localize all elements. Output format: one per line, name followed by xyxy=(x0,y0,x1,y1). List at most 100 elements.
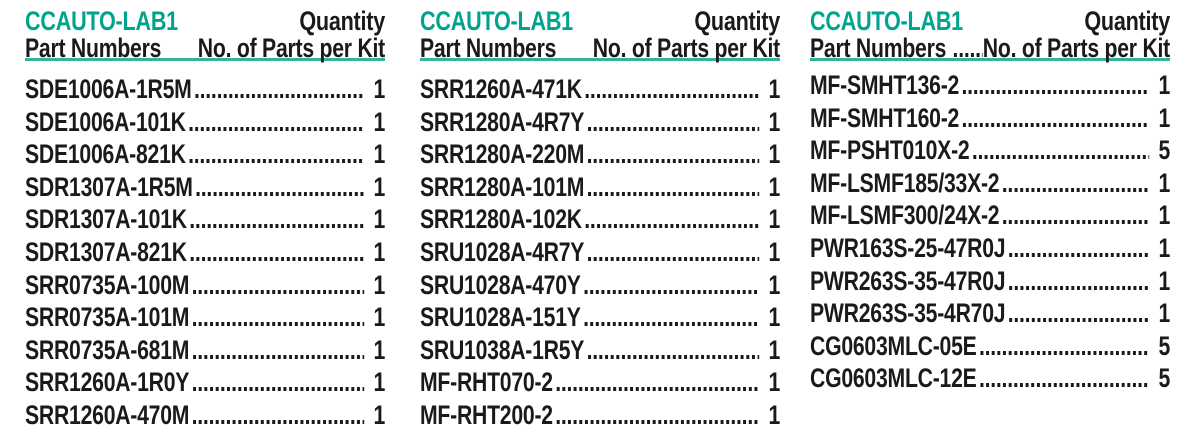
part-quantity: 1 xyxy=(1158,200,1170,231)
part-quantity: 1 xyxy=(1158,298,1170,329)
part-row: SRU1028A-4R7Y 1 xyxy=(420,236,780,269)
part-row: PWR263S-35-4R70J 1 xyxy=(810,297,1170,330)
part-quantity: 1 xyxy=(768,302,780,333)
dot-leader xyxy=(583,301,759,334)
part-number: SDR1307A-821K xyxy=(25,236,187,267)
column-subheader: Part Numbers No. of Parts per Kit xyxy=(420,35,780,61)
part-row: SDE1006A-101K 1 xyxy=(25,106,385,139)
dot-leader xyxy=(1008,297,1149,330)
part-row: CG0603MLC-05E 5 xyxy=(810,330,1170,363)
parts-list: SDE1006A-1R5M1SDE1006A-101K1SDE1006A-821… xyxy=(25,73,385,432)
part-number: SRR1280A-220M xyxy=(420,139,585,170)
part-quantity: 1 xyxy=(373,171,385,202)
kit-title: CCAUTO-LAB1 xyxy=(420,6,573,36)
part-number: SRR1280A-102K xyxy=(420,204,582,235)
dot-leader xyxy=(188,106,364,139)
part-row: SRU1038A-1R5Y 1 xyxy=(420,334,780,367)
part-row: PWR163S-25-47R0J 1 xyxy=(810,232,1170,265)
part-row: MF-LSMF300/24X-2 1 xyxy=(810,199,1170,232)
dot-leader xyxy=(192,269,365,302)
dot-leader xyxy=(587,138,760,171)
part-row: MF-LSMF185/33X-2 1 xyxy=(810,167,1170,200)
part-quantity: 1 xyxy=(373,204,385,235)
kit-title: CCAUTO-LAB1 xyxy=(810,6,963,36)
part-quantity: 1 xyxy=(373,302,385,333)
part-row: SDE1006A-821K 1 xyxy=(25,138,385,171)
dot-leader xyxy=(961,102,1149,135)
part-row: SDE1006A-1R5M 1 xyxy=(25,73,385,106)
quantity-header-label: Quantity xyxy=(299,6,385,36)
part-row: SDR1307A-101K 1 xyxy=(25,203,385,236)
parts-list: MF-SMHT136-2 1 MF-SMHT160-2 1 MF-PSHT010X-2 5… xyxy=(810,69,1170,395)
subheader-dot-leader xyxy=(953,35,983,61)
part-row: SRR1280A-220M 1 xyxy=(420,138,780,171)
dot-leader xyxy=(1002,167,1149,200)
part-quantity: 1 xyxy=(373,334,385,365)
part-number: MF-LSMF185/33X-2 xyxy=(810,167,1000,198)
dot-leader xyxy=(192,366,365,399)
kit-title: CCAUTO-LAB1 xyxy=(25,6,178,36)
part-quantity: 1 xyxy=(768,204,780,235)
parts-column-1: CCAUTO-LAB1 Quantity Part Numbers No. of… xyxy=(25,0,385,432)
dot-leader xyxy=(555,399,759,432)
dot-leader xyxy=(192,301,365,334)
part-quantity: 1 xyxy=(373,74,385,104)
part-row: SRR1260A-470M 1 xyxy=(25,399,385,432)
part-quantity: 1 xyxy=(768,367,780,398)
part-number: SDR1307A-101K xyxy=(25,204,187,235)
parts-list: SRR1260A-471K1SRR1280A-4R7Y1SRR1280A-220… xyxy=(420,73,780,432)
column-header: CCAUTO-LAB1 Quantity xyxy=(25,7,385,35)
part-quantity: 1 xyxy=(768,74,780,104)
part-quantity: 1 xyxy=(1158,265,1170,296)
part-row: SRR1260A-471K 1 xyxy=(420,73,780,106)
part-quantity: 5 xyxy=(1158,363,1170,394)
dot-leader xyxy=(192,334,365,367)
part-number: MF-RHT200-2 xyxy=(420,399,553,430)
part-number: SDE1006A-1R5M xyxy=(25,74,192,104)
dot-leader xyxy=(584,73,759,106)
part-number: SRR0735A-100M xyxy=(25,269,190,300)
part-quantity: 1 xyxy=(1158,232,1170,263)
dot-leader xyxy=(587,106,760,139)
part-quantity: 1 xyxy=(768,139,780,170)
dot-leader xyxy=(189,203,364,236)
part-number: MF-LSMF300/24X-2 xyxy=(810,200,1000,231)
part-number: PWR163S-25-47R0J xyxy=(810,232,1006,263)
part-row: SRR1280A-101M 1 xyxy=(420,171,780,204)
part-numbers-label: Part Numbers xyxy=(810,33,947,63)
part-number: CG0603MLC-05E xyxy=(810,330,977,361)
part-number: SRR0735A-681M xyxy=(25,334,190,365)
dot-leader xyxy=(1008,265,1149,298)
part-row: SRR1260A-1R0Y 1 xyxy=(25,366,385,399)
part-numbers-label: Part Numbers xyxy=(420,33,557,63)
part-number: SRU1038A-1R5Y xyxy=(420,334,585,365)
part-quantity: 1 xyxy=(1158,167,1170,198)
part-quantity: 1 xyxy=(1158,102,1170,133)
part-row: MF-RHT200-2 1 xyxy=(420,399,780,432)
part-number: SRR1260A-471K xyxy=(420,74,582,104)
dot-leader xyxy=(1002,199,1149,232)
part-quantity: 1 xyxy=(373,269,385,300)
part-row: SRU1028A-470Y 1 xyxy=(420,269,780,302)
quantity-header-label: Quantity xyxy=(694,6,780,36)
dot-leader xyxy=(587,236,760,269)
dot-leader xyxy=(555,366,759,399)
parts-per-kit-label: No. of Parts per Kit xyxy=(982,33,1170,63)
part-number: CG0603MLC-12E xyxy=(810,363,977,394)
part-row: MF-SMHT160-2 1 xyxy=(810,102,1170,135)
dot-leader xyxy=(195,171,364,204)
part-number: MF-SMHT136-2 xyxy=(810,70,960,100)
part-quantity: 1 xyxy=(768,171,780,202)
dot-leader xyxy=(979,330,1149,363)
part-numbers-label: Part Numbers xyxy=(25,33,162,63)
part-row: SDR1307A-1R5M 1 xyxy=(25,171,385,204)
part-quantity: 5 xyxy=(1158,330,1170,361)
dot-leader xyxy=(189,236,364,269)
part-number: PWR263S-35-4R70J xyxy=(810,298,1006,329)
column-header: CCAUTO-LAB1 Quantity xyxy=(810,7,1170,35)
dot-leader xyxy=(972,134,1149,167)
part-row: PWR263S-35-47R0J 1 xyxy=(810,265,1170,298)
parts-column-2: CCAUTO-LAB1 Quantity Part Numbers No. of… xyxy=(420,0,780,432)
column-header: CCAUTO-LAB1 Quantity xyxy=(420,7,780,35)
